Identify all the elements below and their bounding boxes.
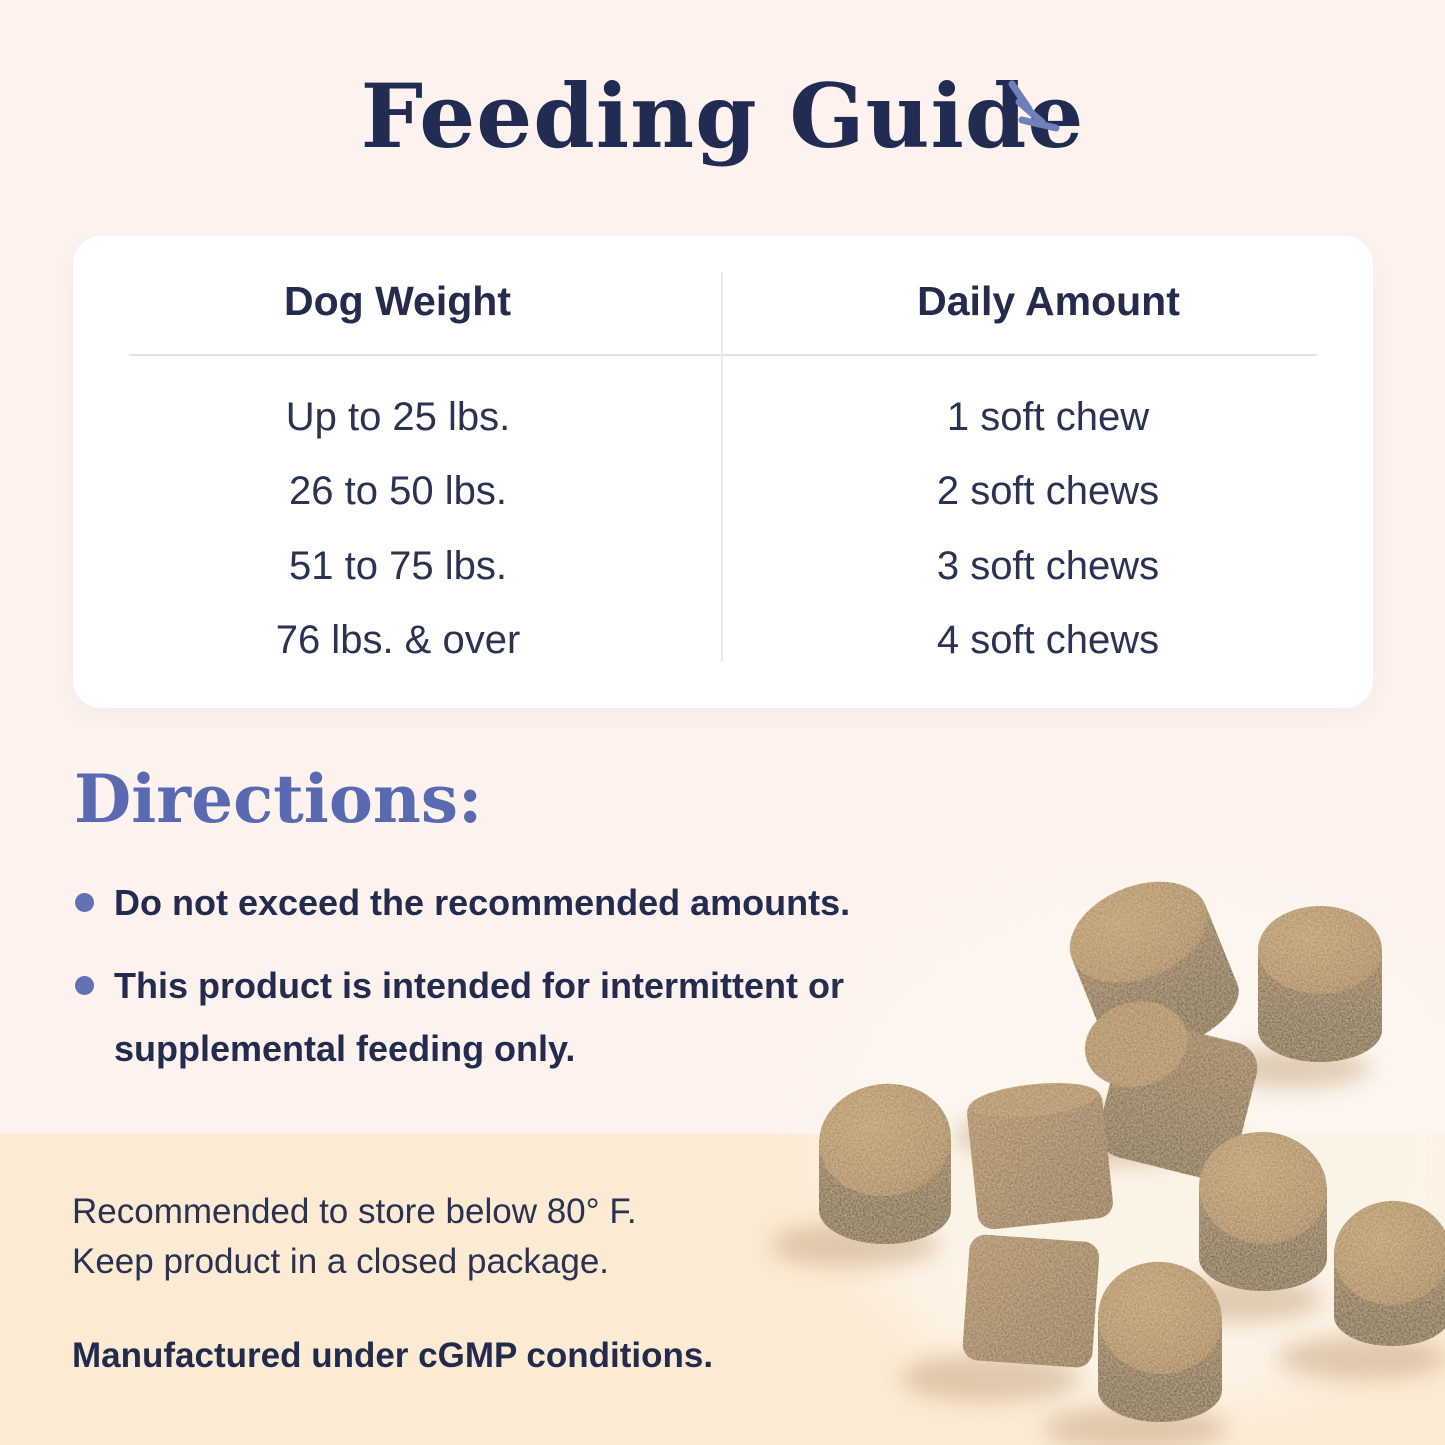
table-row: 26 to 50 lbs. 2 soft chews	[73, 455, 1373, 530]
column-header-dog-weight: Dog Weight	[284, 278, 511, 324]
soft-chew	[1084, 1001, 1258, 1180]
bullet-text: Do not exceed the recommended amounts.	[114, 882, 851, 923]
feeding-table-card: Dog Weight Daily Amount Up to 25 lbs. 1 …	[73, 236, 1373, 708]
soft-chew	[967, 1083, 1113, 1230]
storage-note-line2: Keep product in a closed package.	[72, 1242, 610, 1281]
table-row: 76 lbs. & over 4 soft chews	[73, 604, 1373, 679]
table-row: Up to 25 lbs. 1 soft chew	[73, 380, 1373, 455]
soft-chew	[1098, 1261, 1222, 1422]
soft-chew	[1334, 1200, 1445, 1346]
soft-chew	[819, 1083, 951, 1244]
daily-amount-value: 2 soft chews	[936, 469, 1160, 514]
bullet-item: This product is intended for intermitten…	[75, 954, 894, 1080]
daily-amount-value: 3 soft chews	[936, 543, 1160, 588]
directions-heading: Directions:	[74, 760, 483, 838]
page-title: Feeding Guide	[360, 64, 1085, 168]
bullet-icon	[75, 976, 94, 995]
storage-note-line1: Recommended to store below 80° F.	[72, 1192, 637, 1231]
soft-chews-photo	[770, 881, 1445, 1445]
soft-chew	[962, 1234, 1100, 1368]
column-divider	[721, 272, 723, 662]
soft-chew	[1199, 1131, 1327, 1291]
daily-amount-value: 4 soft chews	[936, 618, 1160, 663]
table-row: 51 to 75 lbs. 3 soft chews	[73, 529, 1373, 604]
dog-weight-value: 51 to 75 lbs.	[289, 543, 507, 588]
feeding-table-rows: Up to 25 lbs. 1 soft chew 26 to 50 lbs. …	[73, 380, 1373, 678]
bullet-item: Do not exceed the recommended amounts.	[75, 871, 850, 934]
bullet-text: This product is intended for intermitten…	[114, 965, 845, 1069]
column-header-daily-amount: Daily Amount	[917, 278, 1180, 324]
header-divider	[129, 354, 1317, 356]
soft-chew	[1258, 906, 1382, 1062]
daily-amount-value: 1 soft chew	[946, 394, 1150, 439]
emphasis-strokes-icon	[1008, 80, 1060, 132]
manufacturing-note: Manufactured under cGMP conditions.	[72, 1336, 714, 1375]
dog-weight-value: 26 to 50 lbs.	[289, 469, 507, 514]
dog-weight-value: Up to 25 lbs.	[285, 394, 511, 439]
bullet-icon	[75, 893, 94, 912]
dog-weight-value: 76 lbs. & over	[275, 618, 521, 663]
